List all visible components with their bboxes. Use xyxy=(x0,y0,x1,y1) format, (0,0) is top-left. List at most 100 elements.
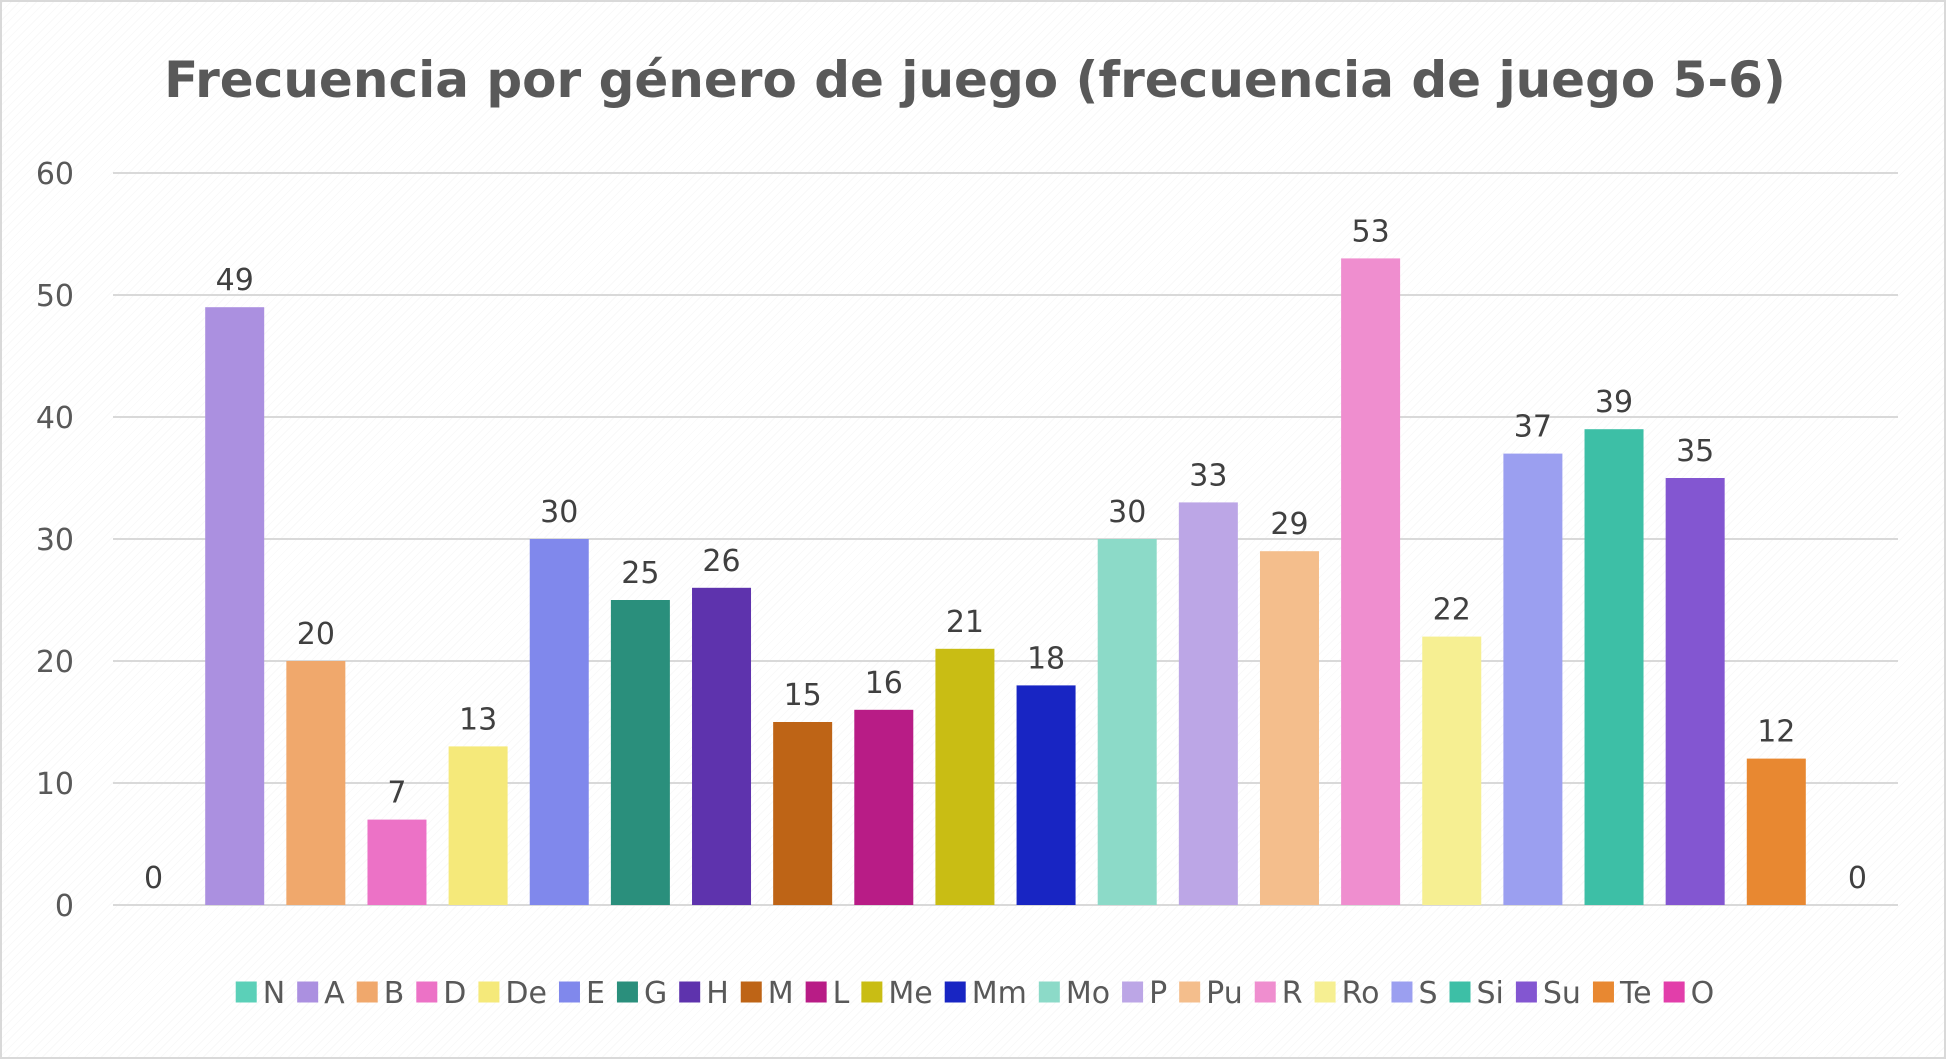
legend-swatch-Su xyxy=(1515,981,1537,1003)
legend-swatch-H xyxy=(679,981,701,1003)
legend-swatch-Mm xyxy=(944,981,966,1003)
data-label-B: 20 xyxy=(297,617,335,652)
legend-swatch-D xyxy=(416,981,438,1003)
legend-label-Me: Me xyxy=(888,976,932,1011)
data-label-Su: 35 xyxy=(1676,434,1714,469)
y-tick-label: 0 xyxy=(55,889,74,924)
legend-swatch-L xyxy=(805,981,827,1003)
data-label-A: 49 xyxy=(216,263,254,298)
y-tick-label: 40 xyxy=(36,401,74,436)
y-tick-label: 60 xyxy=(36,157,74,192)
bar-Su xyxy=(1665,478,1725,905)
data-label-L: 16 xyxy=(865,666,903,701)
data-label-R: 53 xyxy=(1352,214,1390,249)
legend-swatch-S xyxy=(1391,981,1413,1003)
bar-Te xyxy=(1746,758,1806,905)
bar-H xyxy=(692,587,752,905)
legend-label-Si: Si xyxy=(1477,976,1504,1011)
bar-Si xyxy=(1584,429,1644,905)
data-label-S: 37 xyxy=(1514,410,1552,445)
bar-Me xyxy=(935,648,995,905)
bar-G xyxy=(610,600,670,905)
bar-Mo xyxy=(1097,539,1157,905)
legend-label-L: L xyxy=(833,976,850,1011)
bar-D xyxy=(367,819,427,905)
legend-swatch-Pu xyxy=(1179,981,1201,1003)
gridlines xyxy=(113,172,1898,906)
legend-swatch-Si xyxy=(1449,981,1471,1003)
legend-label-De: De xyxy=(505,976,547,1011)
legend-swatch-P xyxy=(1122,981,1144,1003)
legend-swatch-R xyxy=(1254,981,1276,1003)
legend-label-R: R xyxy=(1282,976,1303,1011)
y-axis-tick-labels: 0 10 20 30 40 50 60 xyxy=(36,157,74,924)
y-tick-label: 10 xyxy=(36,767,74,802)
data-label-Ro: 22 xyxy=(1433,593,1471,628)
legend-label-B: B xyxy=(384,976,405,1011)
legend-swatch-O xyxy=(1663,981,1685,1003)
data-label-N: 0 xyxy=(144,861,163,896)
data-labels: 0 49 20 7 13 30 25 26 15 16 21 18 30 33 29 53 22 37 39 35 12… xyxy=(144,214,1867,896)
bar-R xyxy=(1341,258,1401,905)
data-label-Pu: 29 xyxy=(1270,507,1308,542)
bar-L xyxy=(854,709,914,905)
legend-swatch-B xyxy=(356,981,378,1003)
legend-swatch-De xyxy=(478,981,500,1003)
data-label-Mm: 18 xyxy=(1027,641,1065,676)
bar-S xyxy=(1503,453,1563,905)
bar-M xyxy=(773,722,833,905)
data-label-O: 0 xyxy=(1848,861,1867,896)
bar-De xyxy=(448,746,508,905)
bars xyxy=(205,258,1806,905)
legend-label-N: N xyxy=(263,976,285,1011)
data-label-Si: 39 xyxy=(1595,385,1633,420)
legend-swatch-Te xyxy=(1592,981,1614,1003)
chart-title: Frecuencia por género de juego (frecuenc… xyxy=(164,51,1786,109)
bar-Pu xyxy=(1259,551,1319,905)
legend-label-M: M xyxy=(768,976,794,1011)
data-label-D: 7 xyxy=(387,776,406,811)
legend-swatch-Ro xyxy=(1314,981,1336,1003)
legend-swatch-G xyxy=(616,981,638,1003)
data-label-De: 13 xyxy=(459,702,497,737)
legend-label-Mo: Mo xyxy=(1066,976,1110,1011)
legend-swatch-N xyxy=(235,981,257,1003)
legend-label-Ro: Ro xyxy=(1342,976,1380,1011)
legend-label-Su: Su xyxy=(1543,976,1581,1011)
bar-Mm xyxy=(1016,685,1076,905)
data-label-Te: 12 xyxy=(1757,715,1795,750)
data-label-P: 33 xyxy=(1189,458,1227,493)
data-label-M: 15 xyxy=(784,678,822,713)
legend-label-O: O xyxy=(1691,976,1715,1011)
legend-label-E: E xyxy=(586,976,605,1011)
legend-label-Pu: Pu xyxy=(1206,976,1243,1011)
data-label-G: 25 xyxy=(621,556,659,591)
y-tick-label: 50 xyxy=(36,279,74,314)
legend-label-Mm: Mm xyxy=(972,976,1027,1011)
bar-P xyxy=(1178,502,1238,905)
legend-label-D: D xyxy=(443,976,466,1011)
bar-B xyxy=(286,661,346,905)
legend-label-A: A xyxy=(324,976,345,1011)
y-tick-label: 30 xyxy=(36,523,74,558)
bar-E xyxy=(529,539,589,905)
legend-label-H: H xyxy=(706,976,729,1011)
data-label-E: 30 xyxy=(540,495,578,530)
bar-Ro xyxy=(1422,636,1482,905)
y-tick-label: 20 xyxy=(36,645,74,680)
data-label-Me: 21 xyxy=(946,605,984,640)
data-label-H: 26 xyxy=(702,544,740,579)
legend-label-Te: Te xyxy=(1619,976,1652,1011)
bar-A xyxy=(205,307,265,905)
legend-label-P: P xyxy=(1149,976,1167,1011)
legend-swatch-Me xyxy=(861,981,883,1003)
legend: N A B D De E G H M L Me Mm Mo P Pu R Ro S Si Su Te O xyxy=(235,976,1715,1011)
data-label-Mo: 30 xyxy=(1108,495,1146,530)
legend-swatch-M xyxy=(740,981,762,1003)
legend-swatch-Mo xyxy=(1038,981,1060,1003)
legend-label-S: S xyxy=(1418,976,1437,1011)
legend-swatch-A xyxy=(297,981,319,1003)
legend-swatch-E xyxy=(558,981,580,1003)
